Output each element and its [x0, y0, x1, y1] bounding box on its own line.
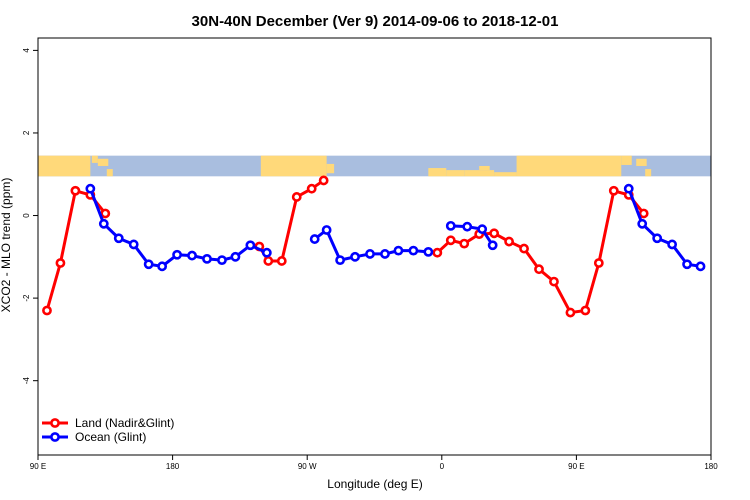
series-1 — [85, 183, 706, 272]
series-1-point-3-2 — [652, 233, 663, 244]
series-1-point-1-4 — [365, 249, 375, 259]
y-tick-label-0: 4 — [22, 48, 31, 53]
series-1-point-1-8 — [423, 246, 434, 257]
series-1-point-1-1 — [321, 225, 332, 235]
series-1-point-1-6 — [393, 245, 404, 256]
series-1-point-0-9 — [217, 255, 227, 266]
y-axis-label: XCO2 - MLO trend (ppm) — [0, 178, 13, 313]
y-tick-label-3: -2 — [22, 294, 31, 302]
series-0-point-1-1 — [263, 256, 274, 266]
map-land-1 — [91, 155, 98, 163]
legend-marker-0 — [50, 418, 60, 428]
map-land-14 — [645, 169, 652, 177]
series-1-point-2-1 — [462, 221, 473, 232]
series-0-point-2-6 — [519, 243, 529, 254]
map-land-5 — [326, 163, 335, 174]
map-land-8 — [464, 170, 495, 177]
x-tick-label-5: 180 — [704, 462, 718, 471]
series-0-point-2-4 — [489, 228, 500, 239]
series-1-point-3-5 — [695, 261, 706, 272]
x-tick-label-3: 0 — [440, 462, 445, 471]
series-1-point-0-5 — [157, 261, 168, 272]
series-1-point-2-2 — [477, 224, 488, 235]
series-0-point-2-2 — [459, 238, 470, 249]
x-tick-label-1: 180 — [166, 462, 180, 471]
series-1-point-0-6 — [172, 249, 182, 260]
x-axis: 90 E 180 90 W 0 90 E 180 — [30, 455, 718, 471]
x-tick-label-4: 90 E — [568, 462, 584, 471]
series-0-point-2-8 — [549, 276, 559, 287]
legend-label-0: Land (Nadir&Glint) — [75, 416, 174, 430]
series-1-point-0-8 — [202, 253, 212, 264]
series-1-point-0-12 — [261, 247, 272, 258]
series-1-point-0-1 — [98, 218, 109, 229]
series-1-point-1-5 — [380, 249, 390, 259]
series-0-point-1-5 — [318, 175, 329, 186]
series-1-point-0-7 — [187, 250, 197, 261]
y-axis: 4 2 0 -2 -4 — [22, 48, 38, 385]
series-1-point-0-2 — [113, 233, 124, 244]
series-layer — [42, 175, 706, 318]
series-1-point-2-3 — [487, 240, 498, 251]
x-axis-label: Longitude (deg E) — [327, 477, 422, 491]
plot-frame — [37, 37, 712, 456]
y-tick-label-1: 2 — [22, 130, 31, 135]
series-0-point-2-1 — [445, 235, 456, 246]
series-0-point-0-2 — [70, 185, 81, 196]
map-land-0 — [38, 155, 91, 177]
legend-marker-1 — [50, 432, 60, 442]
series-0-point-2-5 — [504, 236, 514, 247]
map-land-9 — [479, 165, 490, 171]
series-0-point-2-14 — [638, 208, 649, 219]
series-1-point-0-11 — [245, 240, 256, 251]
series-1-point-2-0 — [445, 220, 456, 231]
series-0-point-0-0 — [42, 305, 52, 316]
y-tick-label-4: -4 — [22, 377, 31, 385]
series-1-point-1-7 — [408, 245, 419, 256]
series-1-point-3-3 — [667, 239, 678, 250]
series-0-point-2-10 — [580, 305, 591, 316]
series-1-point-1-3 — [350, 251, 360, 262]
series-1-point-3-1 — [637, 218, 648, 229]
series-1-point-3-0 — [623, 183, 634, 194]
map-land-3 — [106, 169, 113, 177]
y-tick-label-2: 0 — [22, 213, 31, 218]
series-0-line-2 — [436, 189, 645, 315]
series-0-point-2-11 — [593, 258, 604, 268]
series-1-line-2 — [450, 224, 494, 247]
series-1-point-1-0 — [309, 234, 320, 244]
chart-title: 30N-40N December (Ver 9) 2014-09-06 to 2… — [192, 13, 559, 30]
map-land-6 — [428, 168, 447, 177]
map-land-4 — [260, 155, 327, 177]
series-1-point-1-2 — [335, 255, 346, 266]
series-0-point-2-9 — [565, 307, 576, 318]
legend: Land (Nadir&Glint)Ocean (Glint) — [42, 416, 174, 444]
x-tick-label-0: 90 E — [30, 462, 46, 471]
series-0-point-2-7 — [534, 264, 544, 275]
x-tick-label-2: 90 W — [298, 462, 317, 471]
series-1-point-0-10 — [230, 251, 241, 262]
world-map-strip — [38, 155, 711, 177]
map-land-13 — [636, 158, 647, 166]
map-land-12 — [621, 155, 632, 165]
legend-label-1: Ocean (Glint) — [75, 430, 146, 444]
map-land-7 — [446, 170, 465, 177]
series-0-point-1-3 — [291, 192, 302, 202]
map-land-2 — [97, 158, 109, 166]
series-0-point-1-2 — [276, 256, 287, 266]
series-1-point-0-3 — [128, 239, 139, 250]
series-1-point-0-0 — [85, 183, 96, 194]
series-0-point-1-4 — [306, 183, 317, 194]
map-land-10 — [494, 172, 517, 177]
series-1-point-0-4 — [143, 259, 154, 270]
series-0-point-0-4 — [100, 208, 111, 219]
map-land-11 — [516, 155, 622, 177]
series-0-point-2-0 — [432, 247, 443, 258]
series-1-point-3-4 — [682, 259, 692, 270]
series-0-point-2-12 — [608, 185, 619, 196]
series-0-point-0-1 — [55, 258, 66, 268]
